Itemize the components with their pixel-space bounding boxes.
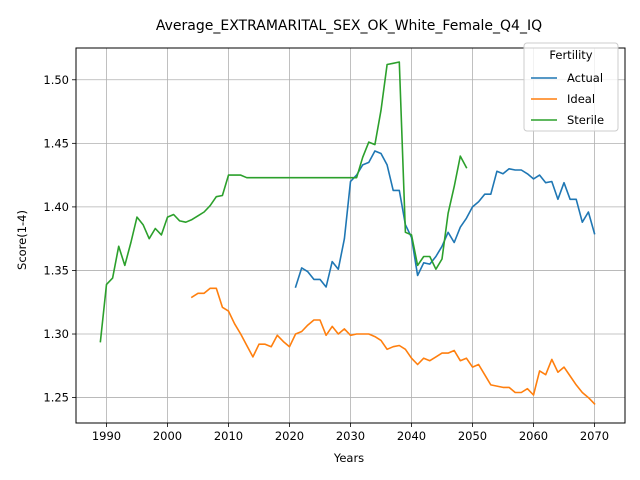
y-tick-label: 1.40 xyxy=(43,200,69,214)
legend-label-sterile: Sterile xyxy=(567,113,604,127)
legend-label-ideal: Ideal xyxy=(567,92,595,106)
legend: Fertility Actual Ideal Sterile xyxy=(523,42,619,132)
y-tick-label: 1.30 xyxy=(43,327,69,341)
y-tick-label: 1.25 xyxy=(43,391,69,405)
series-line-sterile xyxy=(99,61,468,343)
x-tick-label: 2040 xyxy=(397,429,426,443)
x-axis-label: Years xyxy=(333,451,364,465)
legend-title: Fertility xyxy=(549,48,592,62)
legend-entries: Actual Ideal Sterile xyxy=(531,71,604,127)
legend-box xyxy=(523,42,619,132)
series-line-actual xyxy=(294,150,596,289)
x-tick-label: 2000 xyxy=(153,429,182,443)
y-axis-ticks: 1.25 1.30 1.35 1.40 1.45 1.50 xyxy=(43,73,76,405)
y-tick-label: 1.50 xyxy=(43,73,69,87)
x-tick-label: 2020 xyxy=(275,429,304,443)
x-tick-label: 1990 xyxy=(92,429,121,443)
y-axis-label: Score(1-4) xyxy=(15,210,29,270)
x-tick-label: 2070 xyxy=(580,429,609,443)
x-tick-label: 2050 xyxy=(458,429,487,443)
y-tick-label: 1.45 xyxy=(43,136,69,150)
y-tick-label: 1.35 xyxy=(43,263,69,277)
x-tick-label: 2030 xyxy=(336,429,365,443)
chart-title: Average_EXTRAMARITAL_SEX_OK_White_Female… xyxy=(156,18,542,34)
series-lines xyxy=(99,61,596,406)
legend-label-actual: Actual xyxy=(567,71,603,85)
series-line-ideal xyxy=(190,287,596,406)
x-tick-label: 2010 xyxy=(214,429,243,443)
x-tick-label: 2060 xyxy=(519,429,548,443)
x-axis-ticks: 1990 2000 2010 2020 2030 2040 2050 2060 2070 xyxy=(92,423,609,443)
